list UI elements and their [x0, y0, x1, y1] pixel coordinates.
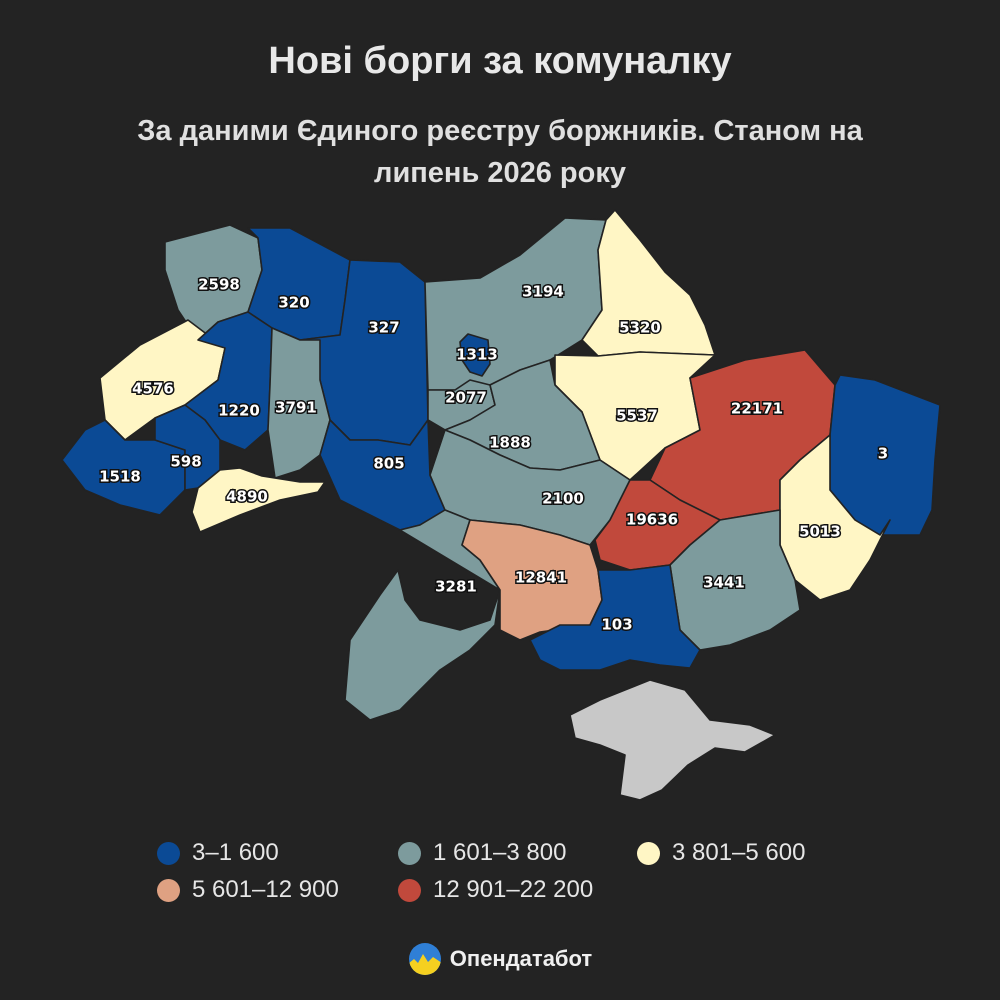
region-label-cherkasy: 2077 [445, 389, 487, 407]
region-label-poltava: 1888 [489, 434, 531, 452]
region-label-odesa: 3281 [435, 578, 477, 596]
region-label-zhytomyr: 327 [368, 319, 399, 337]
brand: Опендатабот [0, 942, 1000, 976]
region-ternopil [184, 311, 273, 451]
region-label-vinnytsia: 805 [373, 455, 404, 473]
region-label-mykolaiv: 12841 [515, 569, 567, 587]
legend-swatch-class-3 [637, 841, 660, 865]
region-label-luhansk: 3 [878, 445, 888, 463]
region-label-kyiv-city: 1313 [456, 346, 498, 364]
page-subtitle: За даними Єдиного реєстру боржників. Ста… [137, 115, 863, 189]
region-label-sumy: 5537 [616, 407, 658, 425]
region-label-lviv: 4576 [132, 380, 174, 398]
region-label-ivano-frankivsk: 598 [170, 453, 201, 471]
region-label-kirovohrad: 2100 [542, 490, 584, 508]
region-label-kherson: 103 [601, 616, 632, 634]
legend-label-class-2: 1 601–3 800 [433, 839, 567, 866]
legend-label-class-1: 3–1 600 [192, 839, 279, 866]
region-label-khmelnytskyi: 3791 [275, 399, 317, 417]
region-label-zaporizhzhia: 3441 [703, 574, 745, 592]
legend-label-class-4: 5 601–12 900 [192, 876, 339, 903]
legend-item-class-3: 3 801–5 600 [637, 838, 805, 868]
region-label-ternopil: 1220 [218, 402, 260, 420]
legend: 3–1 600 1 601–3 800 3 801–5 600 5 601–12… [0, 838, 1000, 918]
region-label-dnipropetrovsk: 19636 [626, 511, 678, 529]
legend-label-class-3: 3 801–5 600 [672, 839, 806, 866]
brand-name: Опендатабот [449, 946, 593, 971]
region-label-donetsk: 5013 [799, 523, 841, 541]
legend-item-class-4: 5 601–12 900 [157, 875, 339, 905]
legend-swatch-class-1 [157, 841, 180, 865]
opendatabot-logo-icon [408, 943, 441, 975]
legend-swatch-class-2 [398, 841, 421, 865]
region-crimea [569, 679, 776, 801]
legend-item-class-5: 12 901–22 200 [398, 875, 593, 905]
legend-swatch-class-5 [398, 878, 421, 902]
legend-label-class-5: 12 901–22 200 [433, 876, 594, 903]
region-kherson [529, 564, 701, 671]
region-label-kharkiv: 22171 [731, 400, 783, 418]
region-label-kyiv-oblast: 3194 [522, 283, 564, 301]
region-kyiv-city [459, 333, 491, 377]
region-label-chernivtsi: 4890 [226, 488, 268, 506]
legend-item-class-1: 3–1 600 [157, 838, 279, 868]
region-chernivtsi [191, 467, 326, 533]
legend-swatch-class-4 [157, 878, 180, 902]
legend-item-class-2: 1 601–3 800 [398, 838, 566, 868]
region-label-zakarpattia: 1518 [99, 468, 141, 486]
page-title: Нові борги за комуналку [268, 40, 732, 82]
region-label-volyn: 2598 [198, 276, 240, 294]
region-label-rivne: 320 [278, 294, 309, 312]
region-label-chernihiv: 5320 [619, 319, 661, 337]
